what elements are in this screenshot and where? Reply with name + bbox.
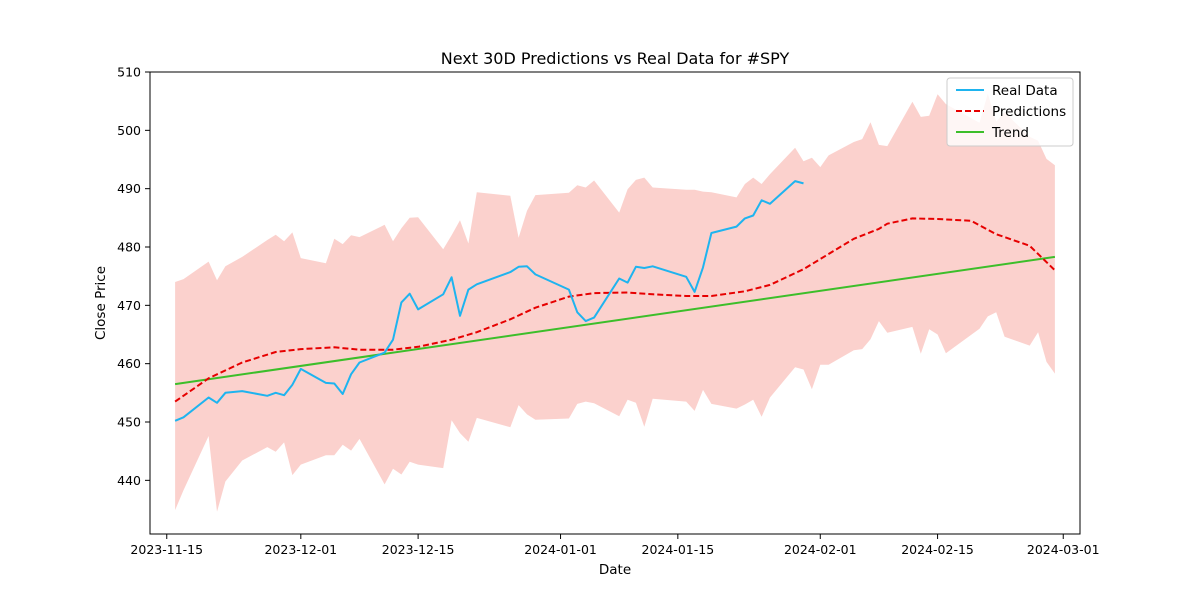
x-tick-label: 2023-12-15 — [382, 542, 455, 557]
x-axis-label: Date — [599, 562, 631, 578]
legend: Real Data Predictions Trend — [946, 77, 1074, 147]
series-line-predictions — [174, 217, 1056, 403]
x-tick-label: 2024-01-01 — [524, 542, 597, 557]
legend-box — [946, 77, 1074, 147]
y-tick-label: 460 — [117, 356, 141, 371]
x-tick-label: 2024-03-01 — [1027, 542, 1100, 557]
chart-title: Next 30D Predictions vs Real Data for #S… — [441, 49, 790, 68]
series-line-real-data — [174, 180, 804, 422]
confidence-band — [175, 93, 1055, 512]
x-tick-label: 2023-12-01 — [264, 542, 337, 557]
x-tick-label: 2024-02-15 — [901, 542, 974, 557]
y-tick-label: 490 — [117, 181, 141, 196]
x-axis: 2023-11-15 2023-12-01 2023-12-15 2024-01-01… — [130, 534, 1100, 557]
y-tick-label: 480 — [117, 240, 141, 255]
plot-area — [174, 93, 1056, 512]
y-tick-label: 470 — [117, 298, 141, 313]
x-tick-label: 2023-11-15 — [130, 542, 203, 557]
x-tick-label: 2024-02-01 — [784, 542, 857, 557]
series-line-trend — [174, 255, 1056, 386]
y-tick-label: 500 — [117, 123, 141, 138]
legend-label-trend: Trend — [991, 125, 1029, 141]
y-axis: 440 450 460 470 480 490 500 510 — [117, 65, 150, 488]
y-tick-label: 450 — [117, 415, 141, 430]
axes-frame — [149, 71, 1081, 535]
legend-label-real-data: Real Data — [992, 83, 1058, 99]
x-tick-label: 2024-01-15 — [642, 542, 715, 557]
y-tick-label: 510 — [117, 65, 141, 80]
legend-label-predictions: Predictions — [992, 104, 1066, 120]
y-axis-label: Close Price — [93, 266, 109, 340]
y-tick-label: 440 — [117, 473, 141, 488]
